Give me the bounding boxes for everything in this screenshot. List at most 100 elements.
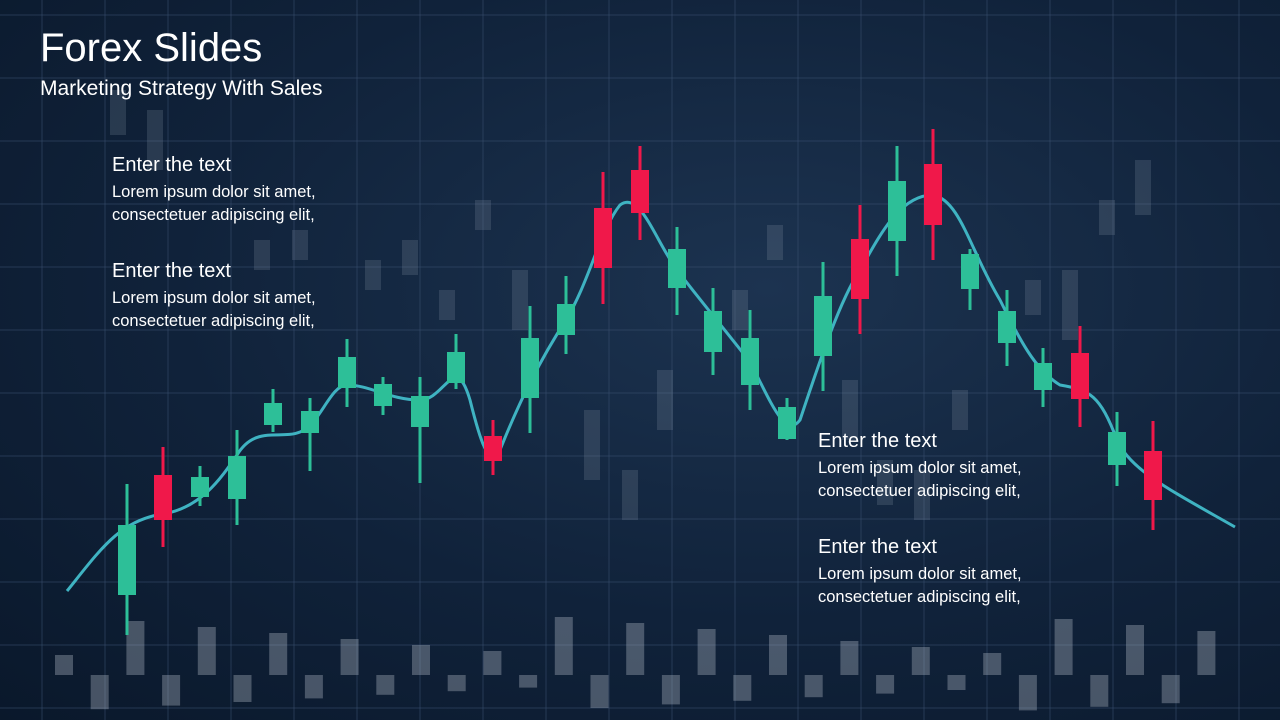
volume-bar — [804, 675, 823, 698]
bg-candle — [842, 380, 858, 440]
volume-bar — [554, 617, 573, 675]
bg-candle — [147, 110, 163, 170]
volume-bar — [162, 675, 181, 706]
bg-candle — [732, 290, 748, 330]
candle-body — [301, 411, 319, 433]
title: Forex Slides — [40, 26, 263, 70]
candle-body — [704, 311, 722, 352]
subtitle: Marketing Strategy With Sales — [40, 77, 323, 100]
volume-bar — [233, 675, 252, 702]
candle-body — [447, 352, 465, 383]
block-line: Lorem ipsum dolor sit amet, — [112, 289, 316, 307]
volume-bar — [626, 623, 645, 675]
volume-bar — [947, 675, 966, 690]
candle-body — [888, 181, 906, 241]
bg-candle — [584, 410, 600, 480]
block-line: consectetuer adipiscing elit, — [112, 312, 315, 330]
volume-bar — [447, 675, 466, 692]
candle-body — [264, 403, 282, 425]
candle-body — [1108, 432, 1126, 465]
volume-bar — [1161, 675, 1180, 704]
candle-body — [961, 254, 979, 289]
volume-bar — [519, 675, 538, 688]
volume-bar — [376, 675, 395, 695]
block-line: Lorem ipsum dolor sit amet, — [818, 459, 1022, 477]
candle-body — [668, 249, 686, 288]
candle-body — [998, 311, 1016, 343]
bg-candle — [292, 230, 308, 260]
block-line: consectetuer adipiscing elit, — [112, 206, 315, 224]
block-heading: Enter the text — [112, 260, 231, 282]
bg-candle — [365, 260, 381, 290]
volume-bar — [90, 675, 109, 710]
bg-candle — [402, 240, 418, 275]
candle-body — [1034, 363, 1052, 390]
bg-candle — [914, 470, 930, 520]
candle-body — [374, 384, 392, 406]
bg-candle — [877, 460, 893, 505]
text-block: Enter the text Lorem ipsum dolor sit ame… — [818, 430, 1148, 503]
volume-bar — [983, 653, 1002, 675]
candle-body — [228, 456, 246, 499]
candle-body — [594, 208, 612, 268]
bg-candle — [439, 290, 455, 320]
volume-bar — [1197, 631, 1216, 675]
candle-body — [851, 239, 869, 299]
volume-bar — [197, 627, 216, 675]
volume-bar — [1126, 625, 1144, 675]
candle-body — [338, 357, 356, 388]
volume-bar — [1018, 675, 1037, 711]
volume-bar — [304, 675, 323, 699]
bg-candle — [254, 240, 270, 270]
text-block: Enter the text Lorem ipsum dolor sit ame… — [112, 154, 442, 227]
block-line: Lorem ipsum dolor sit amet, — [818, 565, 1022, 583]
volume-bar — [412, 645, 430, 675]
volume-bar — [1054, 619, 1073, 675]
bg-candle — [110, 90, 126, 135]
candle-body — [191, 477, 209, 497]
bg-candle — [952, 390, 968, 430]
volume-bar — [769, 635, 787, 675]
text-block: Enter the text Lorem ipsum dolor sit ame… — [112, 260, 442, 333]
volume-bar — [840, 641, 859, 675]
candle-body — [521, 338, 539, 398]
candle-body — [1144, 451, 1162, 500]
candle-body — [557, 304, 575, 335]
volume-bar — [126, 621, 145, 675]
block-heading: Enter the text — [818, 430, 937, 452]
candle-body — [778, 407, 796, 439]
candle-body — [154, 475, 172, 520]
candle-body — [1071, 353, 1089, 399]
bg-candle — [767, 225, 783, 260]
candle-body — [631, 170, 649, 213]
candle-body — [814, 296, 832, 356]
candle-body — [118, 525, 136, 595]
volume-bar — [340, 639, 359, 675]
volume-bar — [733, 675, 752, 701]
text-block: Enter the text Lorem ipsum dolor sit ame… — [818, 536, 1148, 609]
volume-bar — [269, 633, 288, 675]
candle-body — [924, 164, 942, 225]
candle-body — [411, 396, 429, 427]
volume-bar — [876, 675, 895, 694]
bg-candle — [622, 470, 638, 520]
bg-candle — [512, 270, 528, 330]
volume-bar — [55, 655, 73, 675]
volume-bar — [1090, 675, 1109, 707]
volume-bar — [661, 675, 680, 705]
bg-candle — [1135, 160, 1151, 215]
bg-candle — [1025, 280, 1041, 315]
block-heading: Enter the text — [112, 154, 231, 176]
bg-candle — [475, 200, 491, 230]
candle-body — [741, 338, 759, 385]
candle-body — [484, 436, 502, 461]
volume-bar — [483, 651, 502, 675]
volume-bar — [590, 675, 609, 708]
trend-line — [65, 193, 1236, 592]
block-line: consectetuer adipiscing elit, — [818, 482, 1021, 500]
bg-candle — [657, 370, 673, 430]
volume-bar — [911, 647, 930, 675]
block-line: Lorem ipsum dolor sit amet, — [112, 183, 316, 201]
